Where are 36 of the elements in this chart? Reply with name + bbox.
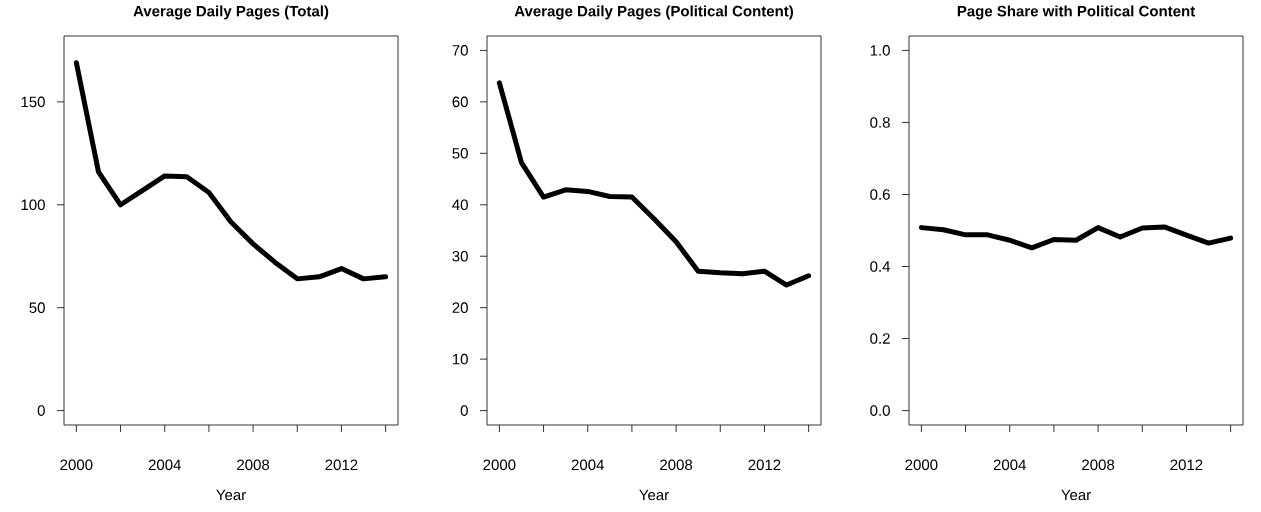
x-tick-label: 2008 bbox=[1082, 459, 1115, 471]
chart-title: Page Share with Political Content bbox=[957, 5, 1196, 20]
y-tick-label: 150 bbox=[21, 96, 45, 108]
y-tick-label: 0.0 bbox=[870, 405, 890, 416]
y-tick-label: 10 bbox=[452, 353, 468, 365]
y-tick-label: 50 bbox=[452, 148, 468, 159]
chart-title: Average Daily Pages (Political Content) bbox=[514, 5, 794, 20]
x-tick-label: 2008 bbox=[237, 459, 270, 471]
y-tick-label: 100 bbox=[21, 199, 45, 211]
x-axis-title: Year bbox=[1061, 489, 1091, 501]
x-tick-label: 2000 bbox=[483, 459, 516, 471]
x-tick-label: 2000 bbox=[60, 459, 93, 471]
y-tick-label: 0.8 bbox=[870, 117, 890, 128]
x-tick-label: 2000 bbox=[905, 459, 938, 471]
y-tick-label: 0 bbox=[460, 405, 468, 416]
y-tick-label: 40 bbox=[452, 199, 468, 211]
x-axis-title: Year bbox=[639, 489, 669, 501]
y-tick-label: 70 bbox=[452, 45, 468, 56]
x-tick-label: 2012 bbox=[1170, 459, 1203, 471]
x-axis-title: Year bbox=[216, 489, 246, 501]
y-tick-label: 0.6 bbox=[870, 189, 890, 200]
x-tick-label: 2004 bbox=[571, 459, 604, 471]
y-tick-label: 50 bbox=[29, 302, 45, 313]
x-tick-label: 2012 bbox=[325, 459, 358, 471]
y-tick-label: 1.0 bbox=[870, 45, 890, 56]
y-tick-label: 20 bbox=[452, 302, 468, 313]
chart-title: Average Daily Pages (Total) bbox=[133, 5, 329, 20]
x-tick-label: 2012 bbox=[748, 459, 781, 471]
y-tick-label: 60 bbox=[452, 96, 468, 108]
y-tick-label: 30 bbox=[452, 250, 468, 262]
y-tick-label: 0 bbox=[37, 405, 45, 416]
y-tick-label: 0.4 bbox=[870, 261, 891, 272]
x-tick-label: 2004 bbox=[993, 459, 1026, 471]
y-tick-label: 0.2 bbox=[870, 333, 890, 344]
x-tick-label: 2008 bbox=[660, 459, 693, 471]
x-tick-label: 2004 bbox=[148, 459, 181, 471]
